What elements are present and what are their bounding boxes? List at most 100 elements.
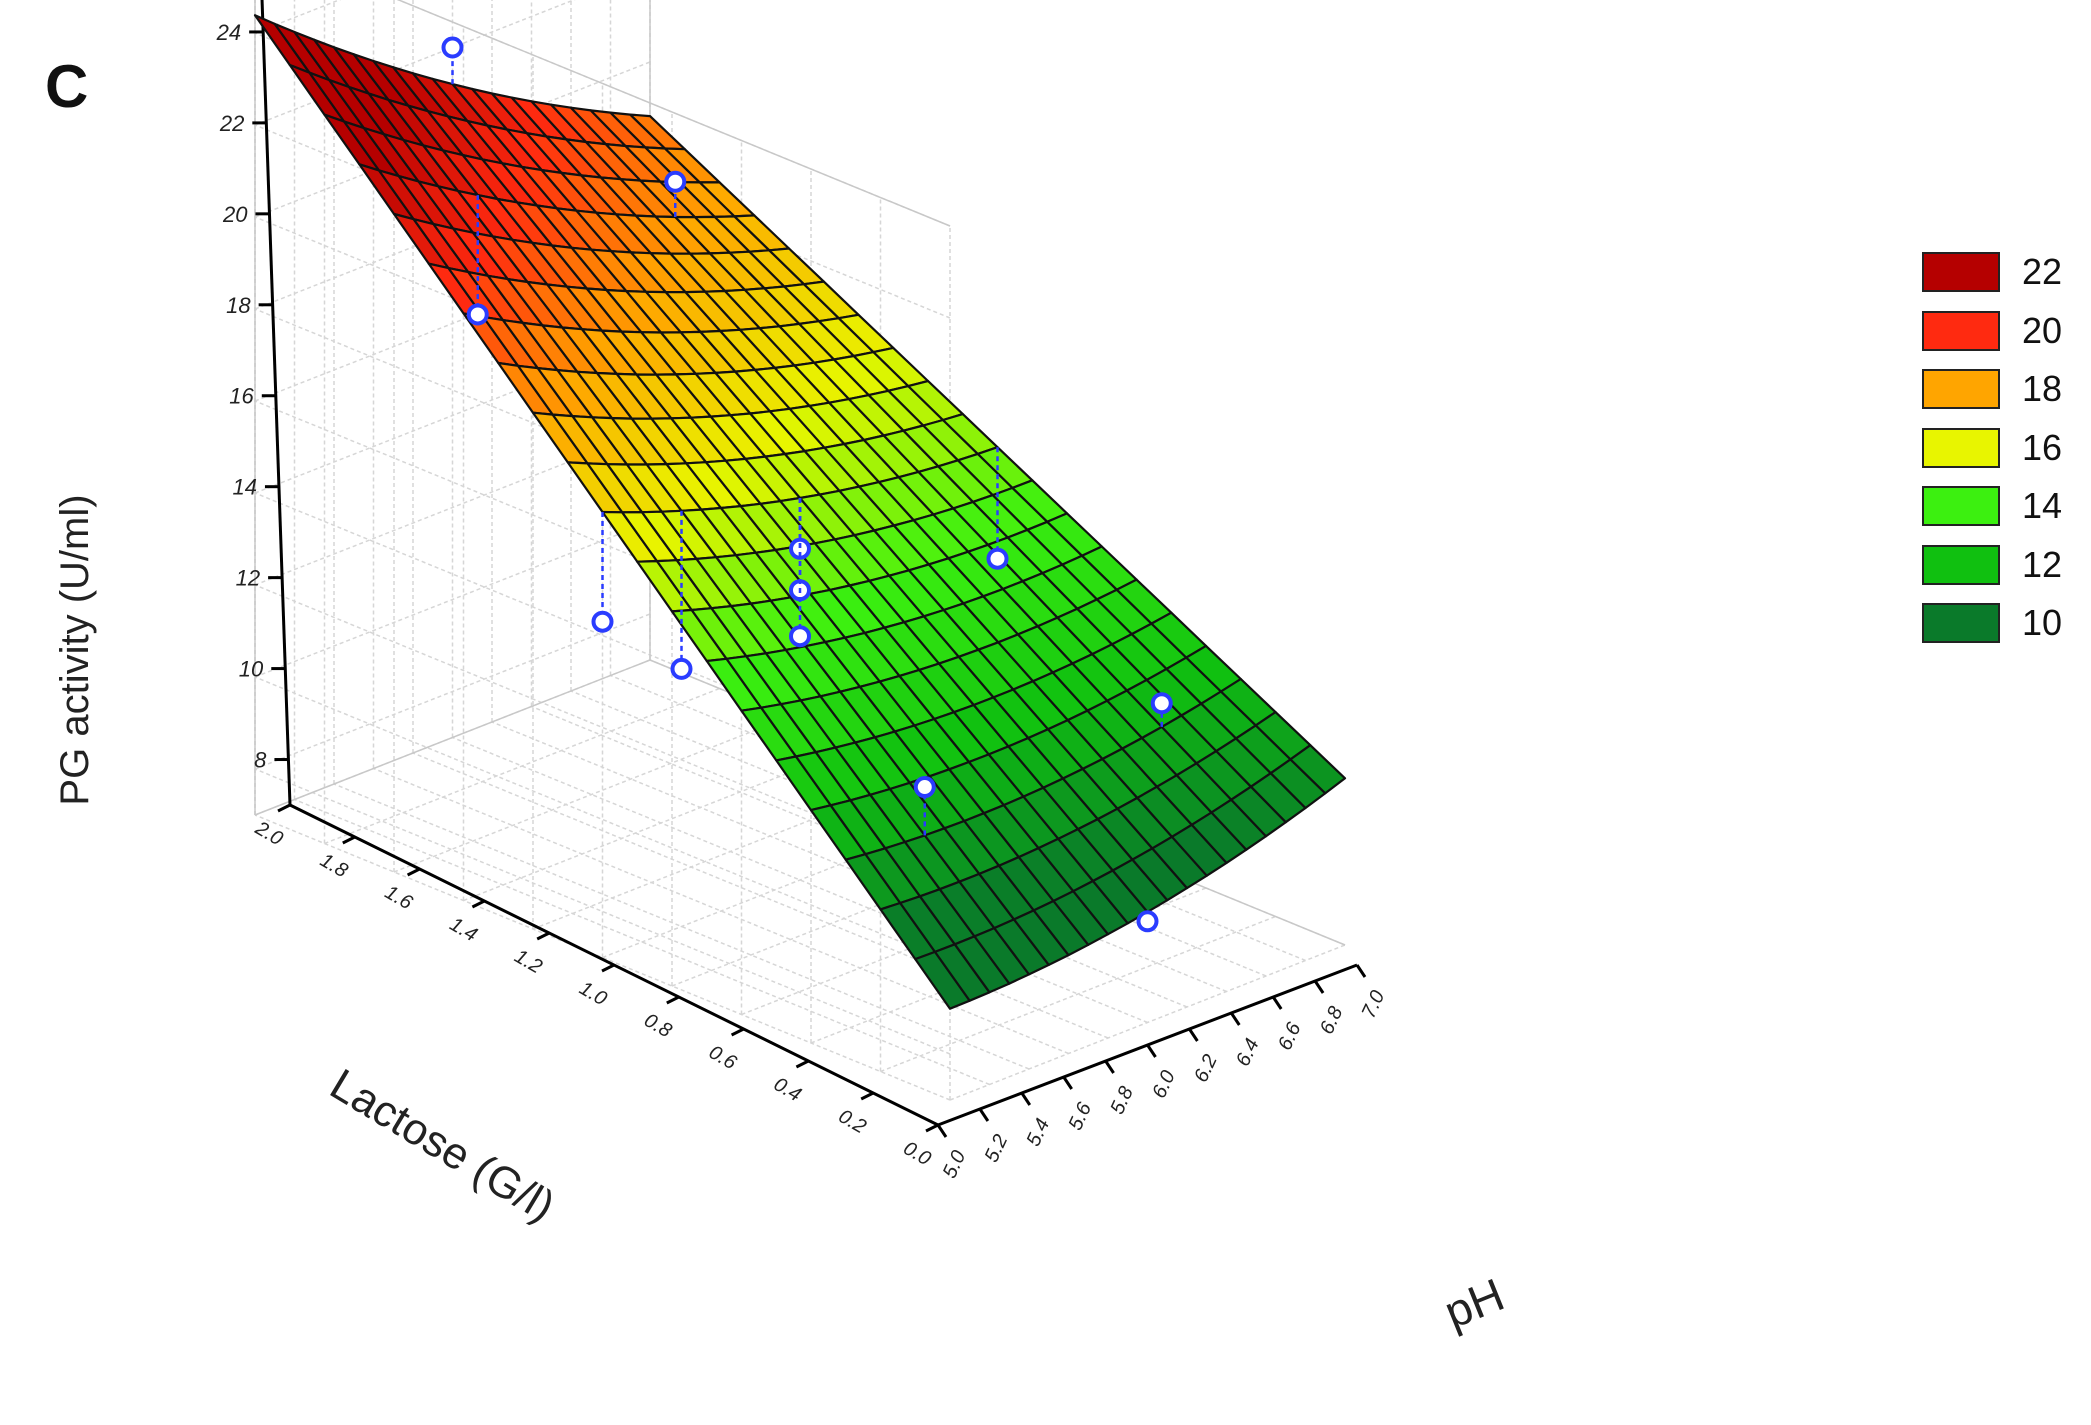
legend-label: 16 — [2022, 426, 2063, 468]
wall-gridline — [254, 613, 651, 770]
floor-gridline — [333, 783, 1030, 1070]
observed-point — [789, 537, 811, 560]
wall-edge — [396, 0, 951, 227]
legend-label: 12 — [2022, 543, 2063, 585]
legend-label: 14 — [2022, 485, 2063, 527]
z-tick-label: 10 — [239, 657, 264, 682]
ph-tick — [1146, 1044, 1157, 1058]
lactose-tick-label: 0.2 — [835, 1105, 870, 1138]
legend-swatch — [1922, 310, 2000, 351]
ph-tick-label: 5.4 — [1023, 1115, 1055, 1150]
legend-item: 14 — [1922, 477, 2062, 536]
floor-gridline — [880, 915, 1276, 1073]
ph-tick-label: 6.4 — [1232, 1035, 1264, 1070]
lactose-tick — [730, 1027, 745, 1037]
z-tick-label: 16 — [229, 384, 254, 409]
legend-item: 18 — [1922, 360, 2062, 419]
lactose-tick-label: 1.6 — [381, 881, 417, 914]
legend-item: 10 — [1922, 594, 2062, 653]
floor-gridline — [294, 798, 990, 1086]
lactose-tick — [925, 1123, 939, 1133]
ph-tick-label: 5.6 — [1064, 1098, 1096, 1133]
ph-tick — [936, 1124, 948, 1138]
z-axis-title: PG activity (U/ml) — [53, 494, 97, 805]
wall-edge — [254, 659, 651, 816]
ph-tick — [978, 1108, 990, 1122]
floor-gridline — [254, 814, 951, 1101]
floor-gridline — [531, 705, 1227, 993]
lactose-tick-label: 0.4 — [770, 1073, 805, 1106]
panel-label: C — [45, 53, 89, 120]
observed-point — [789, 625, 811, 648]
z-axis-line — [260, 0, 292, 806]
lactose-tick — [601, 963, 615, 973]
z-tick-label: 12 — [236, 566, 260, 591]
lactose-tick-label: 2.0 — [251, 817, 287, 850]
floor-gridline — [949, 944, 1346, 1101]
legend-label: 18 — [2022, 368, 2063, 410]
floor-gridline — [393, 716, 790, 873]
axes-frame — [249, 0, 1367, 1138]
legend-label: 10 — [2022, 602, 2063, 644]
wall-gridline — [254, 584, 951, 871]
ph-tick-label: 5.2 — [981, 1131, 1013, 1166]
ph-tick — [1104, 1060, 1115, 1074]
ph-tick — [1271, 996, 1283, 1010]
lactose-tick — [536, 931, 550, 941]
ph-tick-label: 5.0 — [939, 1147, 971, 1182]
observed-point — [664, 170, 687, 193]
floor-gridline — [324, 687, 720, 845]
legend-item: 20 — [1922, 302, 2062, 361]
wall-gridline — [254, 0, 342, 34]
z-tick-label: 18 — [226, 293, 251, 318]
lactose-tick-label: 1.8 — [316, 849, 351, 882]
floor-gridline — [373, 767, 1069, 1055]
ph-tick — [1062, 1076, 1073, 1090]
ph-tick — [1313, 980, 1325, 994]
ph-tick — [1188, 1028, 1199, 1042]
wall-gridline — [254, 216, 951, 503]
legend-item: 12 — [1922, 536, 2062, 595]
observed-point — [1150, 692, 1173, 715]
observed-point — [670, 657, 693, 680]
ph-tick-label: 6.6 — [1274, 1018, 1306, 1053]
wall-gridline — [254, 521, 651, 678]
legend-swatch — [1922, 603, 2000, 644]
observed-point — [466, 303, 489, 326]
lactose-tick — [860, 1091, 874, 1101]
ph-tick — [1020, 1092, 1032, 1106]
surface-patch — [1289, 744, 1347, 795]
ph-tick-label: 6.8 — [1316, 1003, 1348, 1038]
legend-swatch — [1922, 544, 2000, 585]
floor-gridline — [412, 752, 1109, 1039]
legend: 22 20 18 16 14 12 10 — [1922, 243, 2062, 653]
legend-swatch — [1922, 427, 2000, 468]
z-tick-label: 14 — [232, 475, 256, 500]
lactose-tick-label: 1.0 — [575, 977, 610, 1010]
lactose-tick-label: 0.8 — [640, 1009, 675, 1042]
lactose-tick — [795, 1059, 810, 1069]
ph-axis-title: pH — [1437, 1268, 1511, 1338]
lactose-axis-title: Lactose (G/l) — [322, 1060, 563, 1232]
response-surface — [253, 14, 1347, 1010]
legend-label: 22 — [2022, 251, 2063, 293]
legend-label: 20 — [2022, 309, 2063, 351]
z-tick-label: 24 — [216, 20, 241, 45]
observed-point — [986, 547, 1009, 570]
ph-tick — [1355, 964, 1367, 978]
wall-gridline — [254, 492, 951, 779]
wall-gridline — [254, 400, 951, 687]
lactose-tick-label: 0.6 — [705, 1041, 741, 1074]
z-tick-label: 8 — [254, 748, 267, 773]
lactose-tick — [406, 867, 421, 877]
lactose-tick — [342, 835, 356, 845]
wall-gridline — [254, 676, 951, 963]
ph-tick-label: 7.0 — [1358, 987, 1390, 1022]
floor-gridline — [570, 690, 1267, 977]
observed-point — [913, 776, 936, 799]
observed-point — [591, 610, 614, 633]
ph-tick-label: 6.0 — [1148, 1067, 1180, 1102]
z-tick-label: 22 — [219, 111, 244, 136]
floor-gridline — [452, 736, 1148, 1024]
